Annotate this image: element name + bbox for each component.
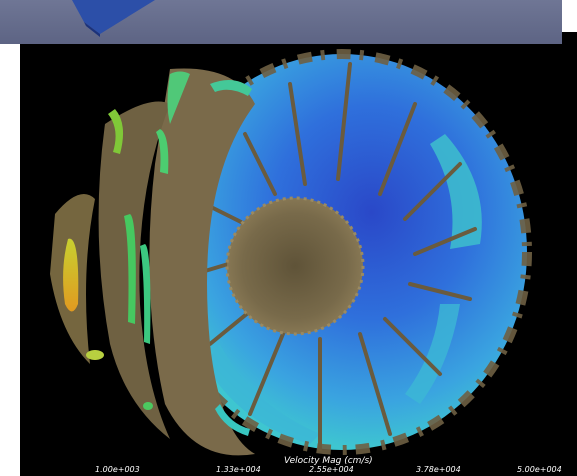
render-viewport[interactable]: Velocity Mag (cm/s) 1.00e+003 1.33e+004 …	[20, 44, 577, 476]
velocity-render	[50, 49, 532, 456]
colorbar-tick: 3.78e+004	[416, 465, 461, 474]
cube-glyph	[72, 0, 155, 37]
radial-cracks	[193, 62, 477, 451]
debris-band	[149, 68, 255, 456]
viewport-corner	[562, 32, 577, 48]
colorbar-tick: 2.55e+004	[309, 465, 354, 474]
colorbar-title: Velocity Mag (cm/s)	[284, 456, 373, 466]
velocity-streaks	[63, 71, 252, 436]
top-banner	[0, 0, 562, 44]
colorbar-tick: 5.00e+004	[517, 465, 562, 474]
colorbar-tick: 1.33e+004	[216, 465, 261, 474]
colorbar-tick: 1.00e+003	[95, 465, 140, 474]
debris-core	[227, 198, 363, 334]
banner-gap	[562, 0, 577, 32]
